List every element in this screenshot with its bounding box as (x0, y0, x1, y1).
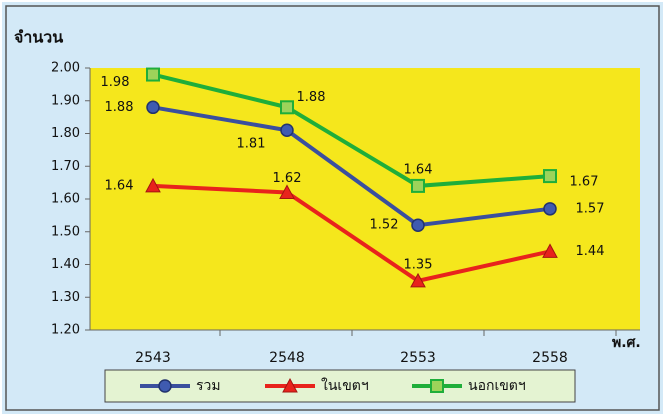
data-label: 1.64 (404, 162, 433, 177)
y-tick-label: 1.40 (51, 257, 80, 272)
x-tick-label: 2543 (135, 350, 171, 366)
point (281, 124, 293, 136)
legend-label: รวม (196, 378, 221, 394)
point (147, 101, 159, 113)
data-label: 1.67 (570, 175, 599, 190)
data-label: 1.35 (404, 257, 433, 272)
y-tick-label: 2.00 (51, 61, 80, 76)
legend-label: ในเขตฯ (321, 377, 369, 394)
data-label: 1.62 (273, 171, 302, 186)
data-label: 1.88 (105, 100, 134, 115)
data-label: 1.52 (370, 218, 399, 233)
data-label: 1.81 (237, 137, 266, 152)
data-label: 1.64 (105, 178, 134, 193)
y-tick-label: 1.80 (51, 126, 80, 141)
x-axis-title: พ.ศ. (612, 335, 641, 351)
point (281, 101, 293, 113)
data-label: 1.98 (101, 75, 130, 90)
data-label: 1.44 (576, 244, 605, 259)
legend-marker (431, 380, 443, 392)
y-tick-label: 1.90 (51, 93, 80, 108)
y-tick-label: 1.20 (51, 323, 80, 338)
x-tick-label: 2553 (400, 350, 436, 366)
point (412, 219, 424, 231)
point (544, 203, 556, 215)
point (544, 170, 556, 182)
data-label: 1.57 (576, 201, 605, 216)
legend-marker (159, 380, 171, 392)
legend-label: นอกเขตฯ (468, 378, 526, 394)
y-tick-label: 1.50 (51, 224, 80, 239)
chart: จำนวน พ.ศ. 1.20 1.30 1.40 1.50 1.60 1.70 1.80 1… (0, 0, 665, 416)
x-tick-label: 2558 (532, 350, 568, 366)
point (147, 69, 159, 81)
plot-area (90, 68, 640, 330)
x-tick-label: 2548 (269, 350, 305, 366)
y-tick-label: 1.30 (51, 290, 80, 305)
y-tick-label: 1.60 (51, 192, 80, 207)
data-label: 1.88 (297, 90, 326, 105)
y-axis-title: จำนวน (14, 28, 63, 47)
point (412, 180, 424, 192)
y-tick-label: 1.70 (51, 159, 80, 174)
